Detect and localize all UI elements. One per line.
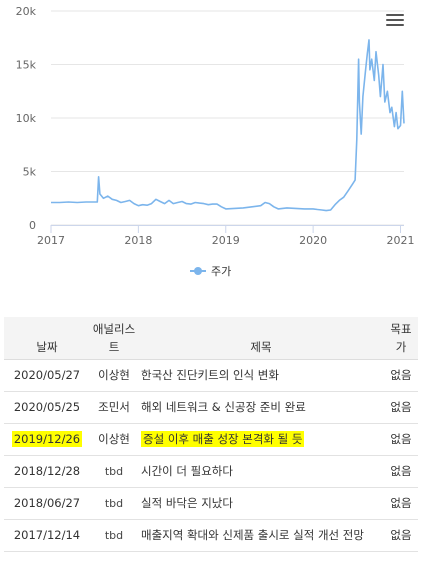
- cell-analyst-text: 이상현: [98, 368, 130, 382]
- cell-analyst: tbd: [90, 519, 138, 552]
- cell-title: 한국산 진단키트의 인식 변화: [138, 359, 384, 392]
- cell-date: 2018/06/27: [4, 487, 90, 520]
- cell-title-text[interactable]: 한국산 진단키트의 인식 변화: [141, 368, 279, 382]
- stock-price-chart: 0 5k 10k 15k 20k 2017 2018 2019 2020 2021 주가: [16, 5, 415, 278]
- table-row[interactable]: 2018/06/27 tbd 실적 바닥은 지났다 없음: [4, 487, 418, 520]
- x-tick-label: 2017: [37, 234, 65, 247]
- cell-title-text[interactable]: 실적 바닥은 지났다: [141, 496, 233, 510]
- table-body: 2020/05/27 이상현 한국산 진단키트의 인식 변화 없음 2020/05/25…: [4, 359, 418, 552]
- cell-title-text[interactable]: 매출지역 확대와 신제품 출시로 실적 개선 전망: [141, 528, 364, 542]
- cell-analyst-text: tbd: [104, 529, 124, 542]
- cell-analyst: 이상현: [90, 423, 138, 456]
- cell-analyst-text: 조민서: [98, 400, 130, 414]
- cell-analyst: 조민서: [90, 391, 138, 424]
- y-tick-label: 15k: [16, 59, 37, 72]
- cell-title-text[interactable]: 증설 이후 매출 성장 본격화 될 듯: [141, 431, 305, 447]
- cell-target-text: 없음: [390, 528, 412, 542]
- cell-date-text: 2020/05/25: [13, 400, 81, 414]
- legend-marker-symbol: [194, 267, 202, 275]
- cell-date-text: 2018/06/27: [13, 496, 81, 510]
- x-tick-label: 2019: [212, 234, 240, 247]
- legend-label: 주가: [211, 265, 231, 278]
- cell-date: 2020/05/25: [4, 391, 90, 424]
- x-tick-label: 2021: [387, 234, 415, 247]
- cell-analyst-text: 이상현: [98, 432, 130, 446]
- cell-target: 없음: [384, 423, 418, 456]
- cell-date-text: 2019/12/26: [11, 431, 83, 447]
- cell-date-text: 2020/05/27: [13, 368, 81, 382]
- cell-title: 매출지역 확대와 신제품 출시로 실적 개선 전망: [138, 519, 384, 552]
- cell-date: 2017/12/14: [4, 519, 90, 552]
- cell-analyst-text: tbd: [104, 465, 124, 478]
- header-target-line2: 가: [395, 340, 407, 354]
- cell-target-text: 없음: [390, 432, 412, 446]
- table-row[interactable]: 2018/12/28 tbd 시간이 더 필요하다 없음: [4, 455, 418, 488]
- x-tick-label: 2020: [299, 234, 327, 247]
- cell-target-text: 없음: [390, 368, 412, 382]
- cell-target-text: 없음: [390, 400, 412, 414]
- x-tick-label: 2018: [124, 234, 152, 247]
- cell-analyst: 이상현: [90, 359, 138, 392]
- table-row[interactable]: 2020/05/27 이상현 한국산 진단키트의 인식 변화 없음: [4, 359, 418, 392]
- y-tick-label: 20k: [16, 5, 37, 18]
- cell-title: 실적 바닥은 지났다: [138, 487, 384, 520]
- cell-analyst-text: tbd: [104, 497, 124, 510]
- table-row[interactable]: 2017/12/14 tbd 매출지역 확대와 신제품 출시로 실적 개선 전망 없음: [4, 519, 418, 552]
- table-row[interactable]: 2019/12/26 이상현 증설 이후 매출 성장 본격화 될 듯 없음: [4, 423, 418, 456]
- header-title[interactable]: 제목: [138, 317, 384, 360]
- cell-target: 없음: [384, 455, 418, 488]
- y-tick-label: 10k: [16, 112, 37, 125]
- y-tick-label: 0: [29, 219, 36, 232]
- cell-target: 없음: [384, 359, 418, 392]
- header-analyst-line1: 애널리스: [92, 322, 136, 336]
- cell-target: 없음: [384, 487, 418, 520]
- cell-target: 없음: [384, 519, 418, 552]
- cell-title-text[interactable]: 시간이 더 필요하다: [141, 464, 233, 478]
- cell-date: 2018/12/28: [4, 455, 90, 488]
- cell-title-text[interactable]: 해외 네트워크 & 신공장 준비 완료: [141, 400, 306, 414]
- y-tick-label: 5k: [23, 166, 37, 179]
- cell-analyst: tbd: [90, 487, 138, 520]
- header-date[interactable]: 날짜: [4, 317, 90, 360]
- cell-analyst: tbd: [90, 455, 138, 488]
- price-series-line: [51, 39, 405, 212]
- cell-target-text: 없음: [390, 496, 412, 510]
- cell-date: 2019/12/26: [4, 423, 90, 456]
- cell-target: 없음: [384, 391, 418, 424]
- cell-title: 해외 네트워크 & 신공장 준비 완료: [138, 391, 384, 424]
- header-analyst-line2: 트: [108, 340, 120, 354]
- cell-title: 증설 이후 매출 성장 본격화 될 듯: [138, 423, 384, 456]
- cell-title: 시간이 더 필요하다: [138, 455, 384, 488]
- cell-target-text: 없음: [390, 464, 412, 478]
- cell-date-text: 2017/12/14: [13, 528, 81, 542]
- header-target-line1: 목표: [390, 322, 412, 336]
- hamburger-menu-icon[interactable]: [386, 14, 404, 30]
- chart-canvas: 0 5k 10k 15k 20k 2017 2018 2019 2020 2021 주가: [16, 5, 415, 278]
- table-row[interactable]: 2020/05/25 조민서 해외 네트워크 & 신공장 준비 완료 없음: [4, 391, 418, 424]
- cell-date-text: 2018/12/28: [13, 464, 81, 478]
- cell-date: 2020/05/27: [4, 359, 90, 392]
